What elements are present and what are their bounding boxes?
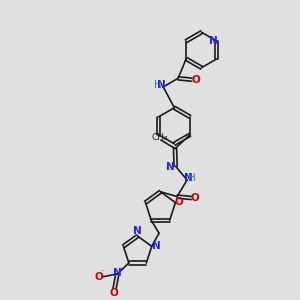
Text: O: O [175, 197, 184, 207]
Text: H: H [188, 173, 196, 183]
Text: N: N [209, 35, 218, 46]
Text: N: N [152, 241, 161, 251]
Text: O: O [191, 193, 200, 203]
Text: +: + [118, 267, 123, 272]
Text: N: N [158, 80, 166, 90]
Text: ⁻: ⁻ [100, 270, 104, 276]
Text: CH₃: CH₃ [151, 133, 168, 142]
Text: N: N [166, 162, 174, 172]
Text: O: O [110, 288, 118, 298]
Text: N: N [133, 226, 142, 236]
Text: O: O [95, 272, 103, 282]
Text: N: N [113, 268, 122, 278]
Text: H: H [154, 80, 161, 90]
Text: O: O [191, 75, 200, 85]
Text: N: N [184, 173, 192, 183]
